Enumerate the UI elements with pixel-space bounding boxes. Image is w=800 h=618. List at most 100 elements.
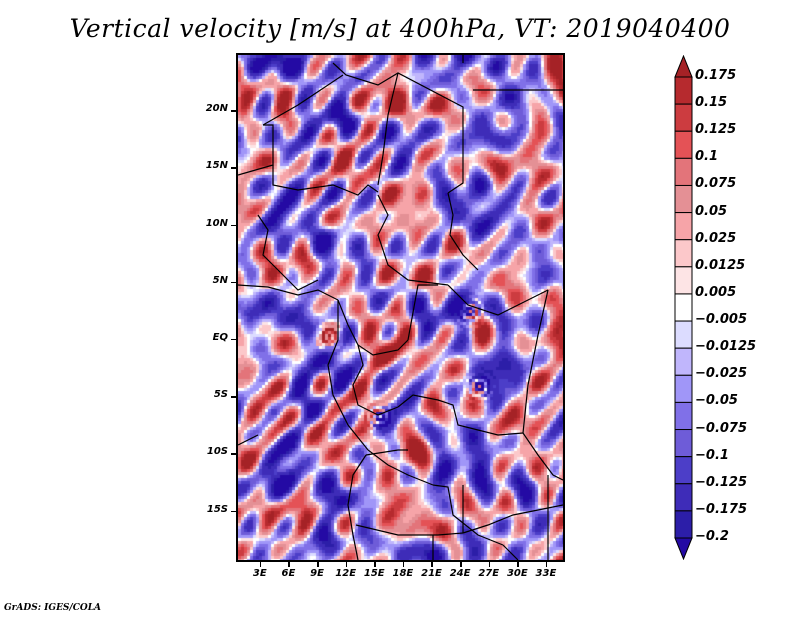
colorbar-swatch: [674, 320, 693, 349]
border-line: [397, 394, 524, 436]
colorbar-swatch: [674, 212, 693, 241]
colorbar-swatch: [674, 483, 693, 512]
lon-tick-mark: [488, 562, 491, 567]
colorbar-swatch: [674, 510, 693, 539]
colorbar-swatch: [674, 239, 693, 268]
border-line: [352, 344, 399, 416]
border-line: [355, 524, 464, 536]
colorbar-swatch: [674, 429, 693, 458]
map-plot-area: [236, 53, 565, 562]
lat-tick-mark: [231, 453, 236, 455]
colorbar-tick-label: −0.0125: [695, 339, 757, 355]
country-borders: [238, 55, 563, 560]
border-line: [522, 432, 563, 481]
colorbar-swatch: [674, 293, 693, 322]
border-line: [337, 299, 409, 356]
colorbar-swatch: [674, 347, 693, 376]
border-line: [238, 434, 259, 446]
lon-tick-label: 12E: [335, 568, 357, 579]
colorbar-swatch: [674, 130, 693, 159]
border-line: [462, 504, 563, 534]
colorbar-swatch: [674, 157, 693, 186]
lat-tick-label: 15N: [205, 160, 228, 172]
lon-tick-label: 24E: [449, 568, 471, 579]
lon-tick-label: 27E: [478, 568, 500, 579]
colorbar-swatch: [674, 103, 693, 132]
border-line: [365, 449, 408, 456]
lon-tick-mark: [345, 562, 348, 567]
border-line: [238, 284, 339, 301]
border-line: [238, 124, 274, 176]
lat-tick-mark: [231, 396, 236, 398]
border-line: [272, 165, 379, 196]
border-line: [377, 194, 449, 286]
colorbar-tick-label: 0.075: [695, 176, 737, 192]
lat-tick-mark: [231, 510, 236, 513]
colorbar-tick-label: −0.175: [695, 501, 748, 517]
colorbar-tick-label: 0.005: [695, 284, 737, 300]
colorbar-tick-label: −0.005: [695, 312, 748, 328]
border-line: [522, 289, 549, 434]
border-line: [347, 424, 434, 486]
colorbar: [674, 55, 693, 560]
lon-tick-label: 18E: [392, 568, 414, 579]
colorbar-tick-label: 0.175: [695, 68, 737, 83]
border-line: [447, 284, 549, 316]
lon-tick-mark: [431, 562, 433, 567]
colorbar-tick-label: 0.025: [695, 230, 737, 246]
lat-tick-label: 10N: [205, 217, 228, 229]
lon-tick-label: 21E: [421, 568, 442, 579]
lon-tick-label: 3E: [252, 568, 267, 579]
colorbar-extend-max: [674, 55, 693, 78]
lon-tick-mark: [288, 562, 290, 567]
lat-tick-label: 20N: [205, 103, 228, 115]
lat-tick-label: 5S: [213, 389, 228, 401]
border-line: [347, 454, 367, 560]
border-line: [257, 214, 319, 291]
lon-tick-mark: [374, 562, 376, 567]
lat-tick-mark: [231, 224, 236, 227]
lon-tick-mark: [517, 562, 519, 567]
colorbar-tick-label: −0.025: [695, 366, 748, 382]
border-line: [332, 62, 464, 194]
lat-tick-mark: [231, 110, 236, 112]
colorbar-tick-label: 0.125: [695, 122, 737, 138]
colorbar-tick-label: −0.125: [695, 474, 748, 490]
lat-tick-mark: [231, 281, 236, 284]
lon-tick-label: 6E: [281, 568, 296, 579]
lon-tick-mark: [545, 562, 548, 567]
border-line: [502, 544, 519, 560]
colorbar-swatch: [674, 76, 693, 105]
colorbar-swatch: [674, 374, 693, 403]
chart-title: Vertical velocity [m/s] at 400hPa, VT: 2…: [69, 14, 731, 43]
lat-tick-label: 5N: [212, 274, 228, 286]
grads-credit: GrADS: IGES/COLA: [4, 603, 102, 613]
lon-tick-mark: [259, 562, 262, 567]
colorbar-swatch: [674, 266, 693, 295]
lon-tick-label: 30E: [506, 568, 528, 579]
colorbar-tick-label: −0.05: [695, 393, 738, 409]
colorbar-tick-label: −0.075: [695, 420, 748, 436]
colorbar-tick-label: 0.1: [695, 149, 719, 165]
colorbar-swatch: [674, 456, 693, 485]
colorbar-swatch: [674, 184, 693, 214]
lon-tick-label: 9E: [310, 568, 324, 579]
lon-tick-mark: [402, 562, 405, 567]
colorbar-tick-label: 0.15: [695, 95, 728, 111]
lat-tick-label: 10S: [206, 446, 228, 458]
colorbar-swatch: [674, 401, 693, 431]
vertical-velocity-field: [238, 55, 563, 560]
colorbar-tick-label: −0.1: [695, 447, 729, 463]
colorbar-tick-label: −0.2: [695, 529, 729, 544]
border-line: [262, 74, 344, 126]
lon-tick-label: 33E: [535, 568, 557, 579]
lat-tick-label: 15S: [206, 503, 228, 515]
colorbar-tick-label: 0.0125: [695, 257, 746, 273]
lat-tick-mark: [231, 167, 236, 169]
colorbar-tick-label: 0.05: [695, 203, 728, 219]
colorbar-extend-min: [674, 537, 693, 560]
lon-tick-mark: [317, 562, 319, 567]
lon-tick-label: 15E: [363, 568, 385, 579]
border-line: [447, 192, 479, 271]
border-line: [377, 72, 399, 186]
